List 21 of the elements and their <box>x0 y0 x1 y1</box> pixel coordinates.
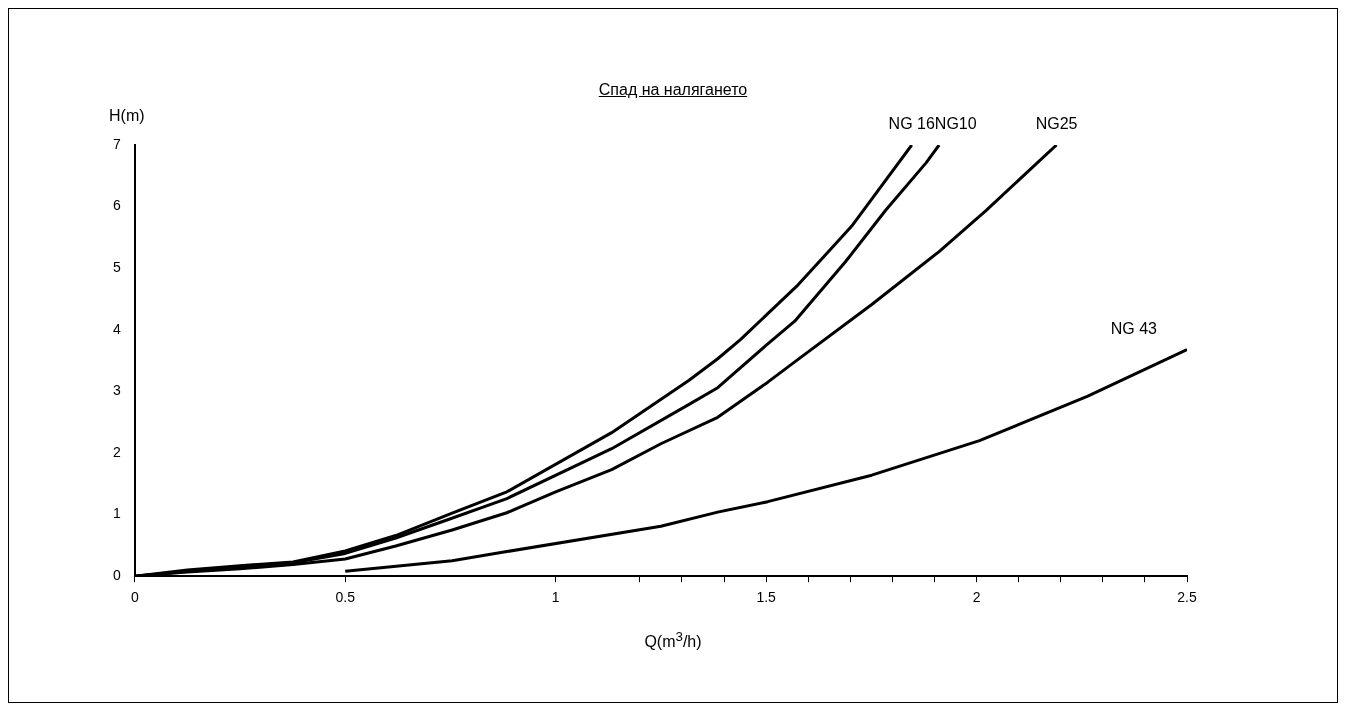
y-tick-label: 4 <box>112 320 121 337</box>
series-label: NG10 <box>934 115 977 133</box>
series-label: NG 16 <box>888 115 935 133</box>
x-tick-label: 1 <box>551 589 560 606</box>
y-tick-label: 2 <box>112 443 121 460</box>
x-tick-label: 0 <box>130 589 139 606</box>
x-axis-title: Q(m$^{3}$/h) <box>643 629 703 652</box>
y-tick-label: 7 <box>112 135 121 152</box>
x-tick-label: 2.5 <box>1177 589 1197 606</box>
y-tick-label: 1 <box>112 505 121 522</box>
x-tick-label: 0.5 <box>335 589 356 606</box>
x-tick-label: 2 <box>972 589 981 606</box>
chart-title: Спад на налягането <box>597 81 749 99</box>
y-axis-title: H(m) <box>109 107 145 125</box>
y-tick-label: 5 <box>112 259 121 276</box>
y-tick-label: 6 <box>112 197 121 214</box>
y-tick-label: 3 <box>112 382 121 399</box>
series-label: NG 43 <box>1110 319 1158 337</box>
x-tick-label: 1.5 <box>756 589 777 606</box>
y-tick-label: 0 <box>112 567 121 584</box>
series-label: NG25 <box>1035 115 1078 133</box>
